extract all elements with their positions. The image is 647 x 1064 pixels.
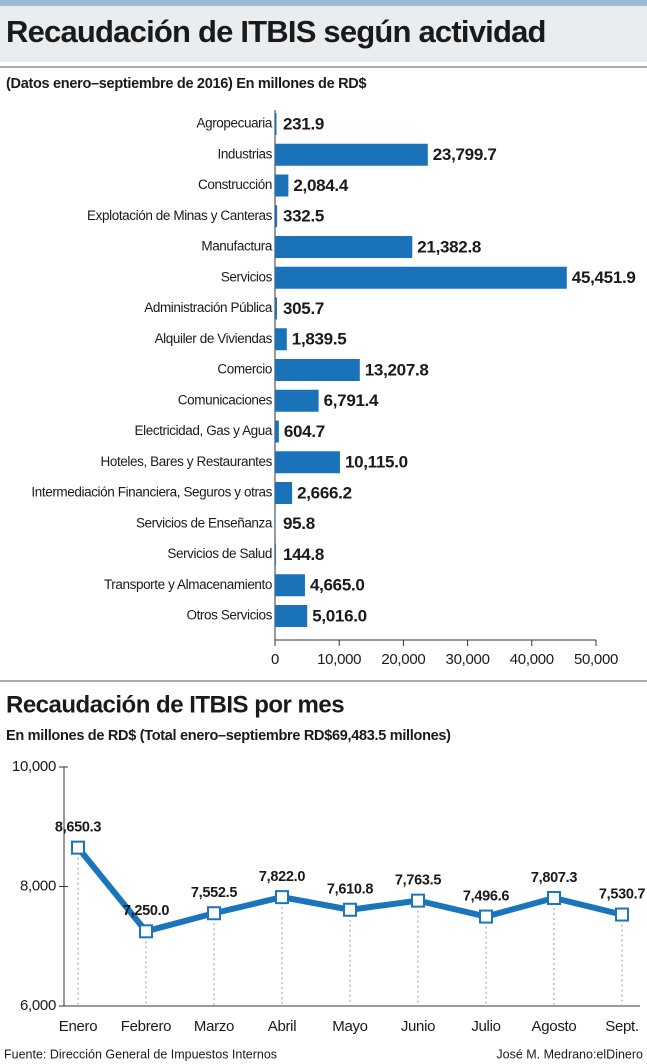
- bar: [275, 113, 277, 135]
- bar: [275, 420, 279, 443]
- x-tick-label: 40,000: [510, 651, 554, 668]
- value-label: 45,451.9: [572, 268, 636, 287]
- value-label: 6,791.4: [324, 391, 379, 410]
- bar: [275, 266, 567, 289]
- title-band: [0, 6, 647, 62]
- value-label: 95.8: [283, 514, 315, 533]
- x-tick-label: 0: [271, 651, 279, 668]
- point-marker: [547, 891, 561, 906]
- point-marker: [207, 906, 221, 921]
- category-label: Servicios: [221, 269, 273, 284]
- category-label: Servicios de Salud: [167, 546, 272, 561]
- value-label: 7,250.0: [123, 903, 170, 919]
- source: Fuente: Dirección General de Impuestos I…: [4, 1047, 277, 1061]
- category-label: Hoteles, Bares y Restaurantes: [101, 454, 273, 469]
- value-label: 7,763.5: [395, 872, 442, 888]
- bar: [275, 605, 308, 627]
- x-tick-label: 30,000: [446, 651, 490, 668]
- point-marker: [71, 840, 85, 855]
- x-tick-label: Mayo: [332, 1018, 367, 1035]
- value-label: 7,822.0: [259, 869, 306, 885]
- x-tick-label: 10,000: [317, 651, 361, 668]
- value-label: 7,530.7: [599, 886, 646, 902]
- category-label: Manufactura: [201, 239, 273, 254]
- value-label: 231.9: [283, 114, 324, 133]
- bar: [275, 543, 276, 566]
- value-label: 13,207.8: [365, 360, 429, 379]
- chart-subtitle: En millones de RD$ (Total enero–septiemb…: [6, 728, 451, 744]
- x-tick-label: Agosto: [532, 1018, 577, 1035]
- value-label: 332.5: [283, 207, 324, 226]
- value-label: 144.8: [283, 545, 324, 564]
- x-tick-label: 50,000: [574, 651, 618, 668]
- value-label: 5,016.0: [312, 606, 367, 625]
- x-tick-label: Abril: [268, 1018, 297, 1035]
- x-tick-label: Julio: [471, 1018, 500, 1035]
- top-stripe: [0, 0, 647, 6]
- point-marker: [615, 907, 629, 922]
- category-label: Administración Pública: [144, 300, 273, 315]
- y-tick-label: 10,000: [12, 758, 56, 775]
- value-label: 7,610.8: [327, 882, 374, 898]
- bar: [275, 143, 428, 166]
- value-label: 2,084.4: [293, 176, 348, 195]
- bar: [275, 174, 289, 197]
- x-tick-label: Sept.: [605, 1018, 639, 1035]
- x-tick-label: Febrero: [121, 1018, 171, 1035]
- x-tick-label: Junio: [401, 1018, 435, 1035]
- x-tick-label: Marzo: [194, 1018, 234, 1035]
- point-marker: [479, 909, 493, 924]
- value-label: 7,807.3: [531, 870, 578, 886]
- point-marker: [343, 902, 357, 917]
- category-label: Intermediación Financiera, Seguros y otr…: [31, 485, 272, 500]
- chart-subtitle: (Datos enero–septiembre de 2016) En mill…: [6, 76, 366, 92]
- category-label: Otros Servicios: [186, 608, 272, 623]
- y-tick-label: 6,000: [20, 997, 56, 1014]
- category-label: Construcción: [198, 177, 272, 192]
- bar: [275, 389, 319, 412]
- value-label: 604.7: [284, 422, 325, 441]
- category-label: Comercio: [217, 362, 272, 377]
- category-label: Agropecuaria: [196, 116, 272, 131]
- bar: [275, 205, 278, 228]
- value-label: 2,666.2: [297, 483, 352, 502]
- value-label: 8,650.3: [55, 819, 102, 835]
- category-label: Servicios de Enseñanza: [136, 515, 273, 530]
- bar: [275, 236, 413, 258]
- category-label: Electricidad, Gas y Agua: [135, 423, 273, 438]
- point-marker: [275, 890, 289, 905]
- category-label: Transporte y Almacenamiento: [104, 577, 272, 592]
- value-label: 1,839.5: [292, 330, 347, 349]
- x-tick-label: 20,000: [381, 651, 425, 668]
- value-label: 305.7: [283, 299, 324, 318]
- bar: [275, 297, 277, 320]
- credit: José M. Medrano:elDinero: [496, 1047, 643, 1061]
- chart-title: Recaudación de ITBIS por mes: [6, 691, 344, 718]
- y-tick-label: 8,000: [20, 877, 56, 894]
- x-tick-label: Enero: [59, 1018, 98, 1035]
- value-label: 4,665.0: [310, 576, 365, 595]
- bar: [275, 512, 276, 535]
- category-label: Alquiler de Viviendas: [155, 331, 273, 346]
- category-label: Industrias: [217, 146, 272, 161]
- value-label: 10,115.0: [345, 453, 408, 472]
- value-label: 7,496.6: [463, 888, 510, 904]
- value-label: 7,552.5: [191, 885, 238, 901]
- bar: [275, 482, 293, 504]
- bar: [275, 574, 305, 597]
- chart-title: Recaudación de ITBIS según actividad: [6, 14, 546, 49]
- bar: [275, 451, 340, 474]
- category-label: Comunicaciones: [178, 392, 273, 407]
- value-label: 21,382.8: [417, 237, 481, 256]
- point-marker: [139, 924, 153, 939]
- bar: [275, 359, 360, 381]
- point-marker: [411, 893, 425, 908]
- value-label: 23,799.7: [433, 145, 497, 164]
- bar: [275, 328, 287, 351]
- category-label: Explotación de Minas y Canteras: [87, 208, 273, 223]
